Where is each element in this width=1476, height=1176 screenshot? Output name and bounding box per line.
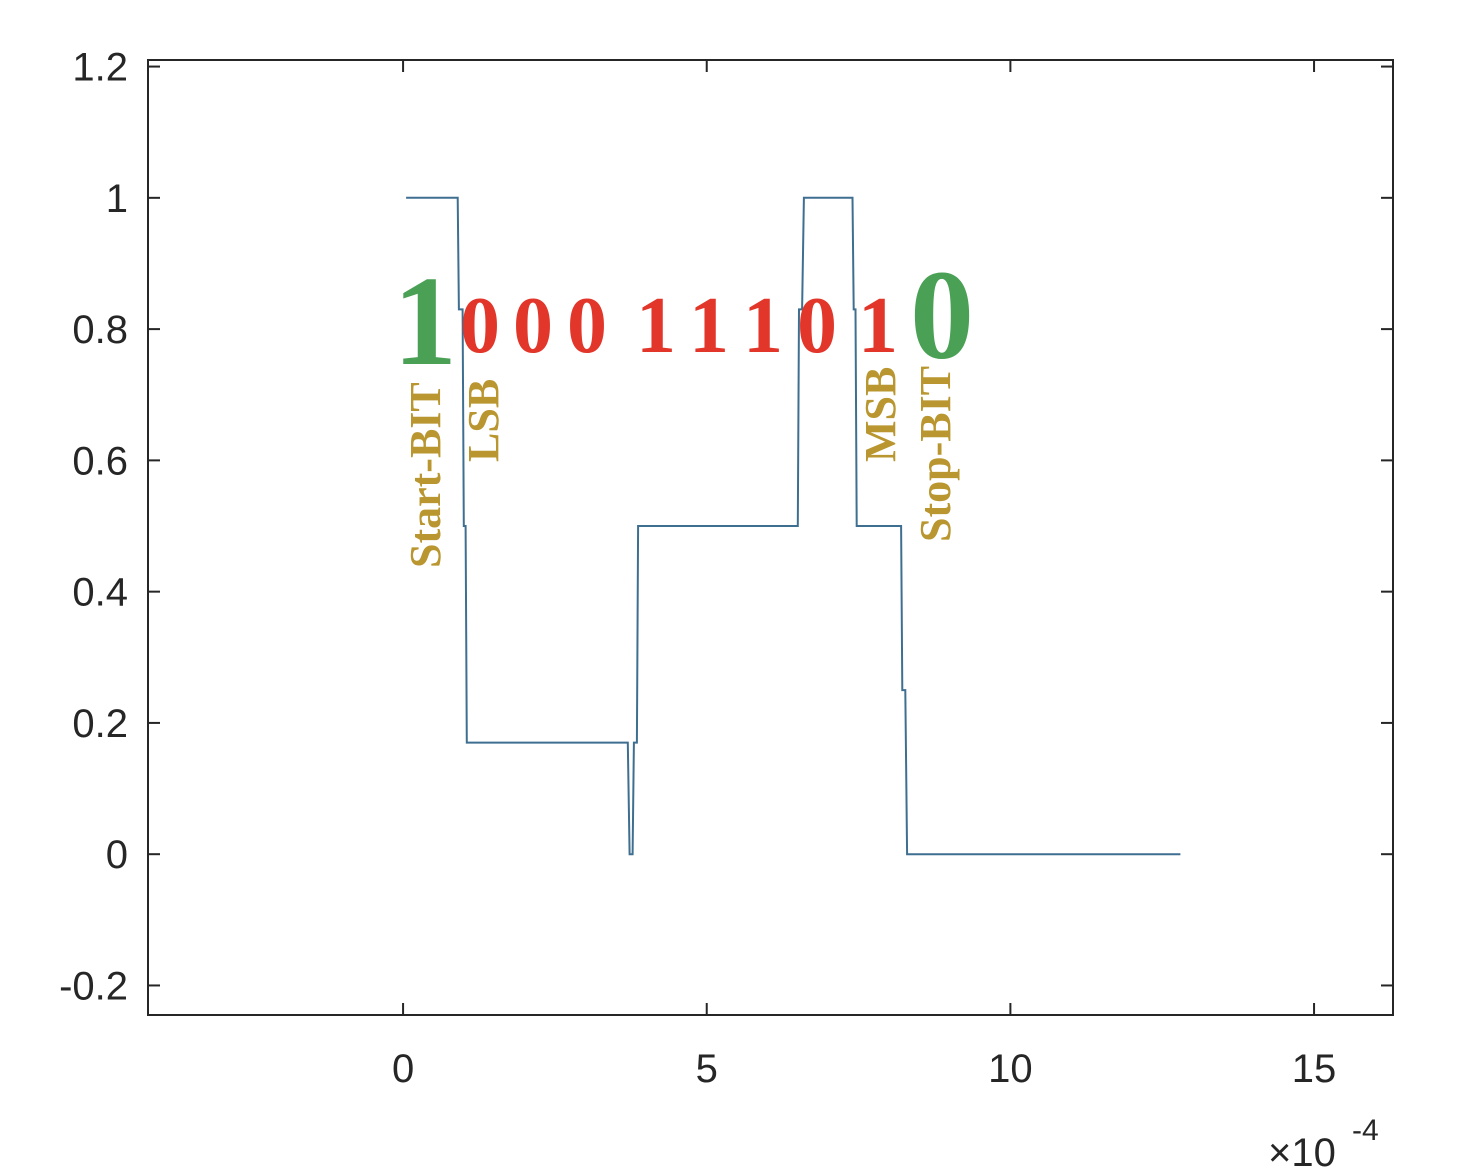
bit-1: 0 [460, 282, 500, 370]
bit-8: 1 [858, 282, 898, 370]
y-tick-label: 0 [106, 833, 128, 877]
y-tick-label: -0.2 [59, 964, 128, 1008]
bit-stop: 0 [910, 244, 974, 386]
lsb-label: LSB [459, 379, 508, 462]
plot-background [148, 60, 1393, 1015]
y-tick-label: 0.4 [72, 571, 128, 615]
x-tick-label: 0 [392, 1047, 414, 1091]
bit-start: 1 [393, 250, 457, 392]
bit-6: 1 [743, 282, 783, 370]
x-tick-label: 5 [696, 1047, 718, 1091]
x-exponent-power: -4 [1352, 1114, 1379, 1147]
bit-7: 0 [797, 282, 837, 370]
x-exponent-base: ×10 [1268, 1131, 1336, 1175]
y-tick-label: 1.2 [72, 46, 128, 90]
y-tick-label: 0.2 [72, 702, 128, 746]
bit-2: 0 [513, 282, 553, 370]
axis-ticks [148, 60, 1393, 1015]
y-tick-label: 0.8 [72, 308, 128, 352]
x-tick-label: 15 [1292, 1047, 1337, 1091]
x-exponent: ×10 -4 [1268, 1114, 1379, 1175]
x-tick-label: 10 [988, 1047, 1033, 1091]
plot-frame [147, 59, 1394, 1016]
marker-labels: Start-BIT LSB MSB Stop-BIT [401, 366, 960, 568]
bit-5: 1 [689, 282, 729, 370]
bit-3: 0 [567, 282, 607, 370]
msb-label: MSB [856, 367, 905, 462]
start-bit-label: Start-BIT [401, 382, 450, 568]
bit-annotations: 1 0 0 0 1 1 1 0 1 0 [393, 244, 974, 392]
bit-4: 1 [636, 282, 676, 370]
stop-bit-label: Stop-BIT [911, 366, 960, 542]
tick-labels: -0.200.20.40.60.811.20 5 10 15 [59, 46, 1336, 1091]
y-tick-label: 0.6 [72, 439, 128, 483]
y-tick-label: 1 [106, 177, 128, 221]
signal-line [406, 196, 1181, 856]
